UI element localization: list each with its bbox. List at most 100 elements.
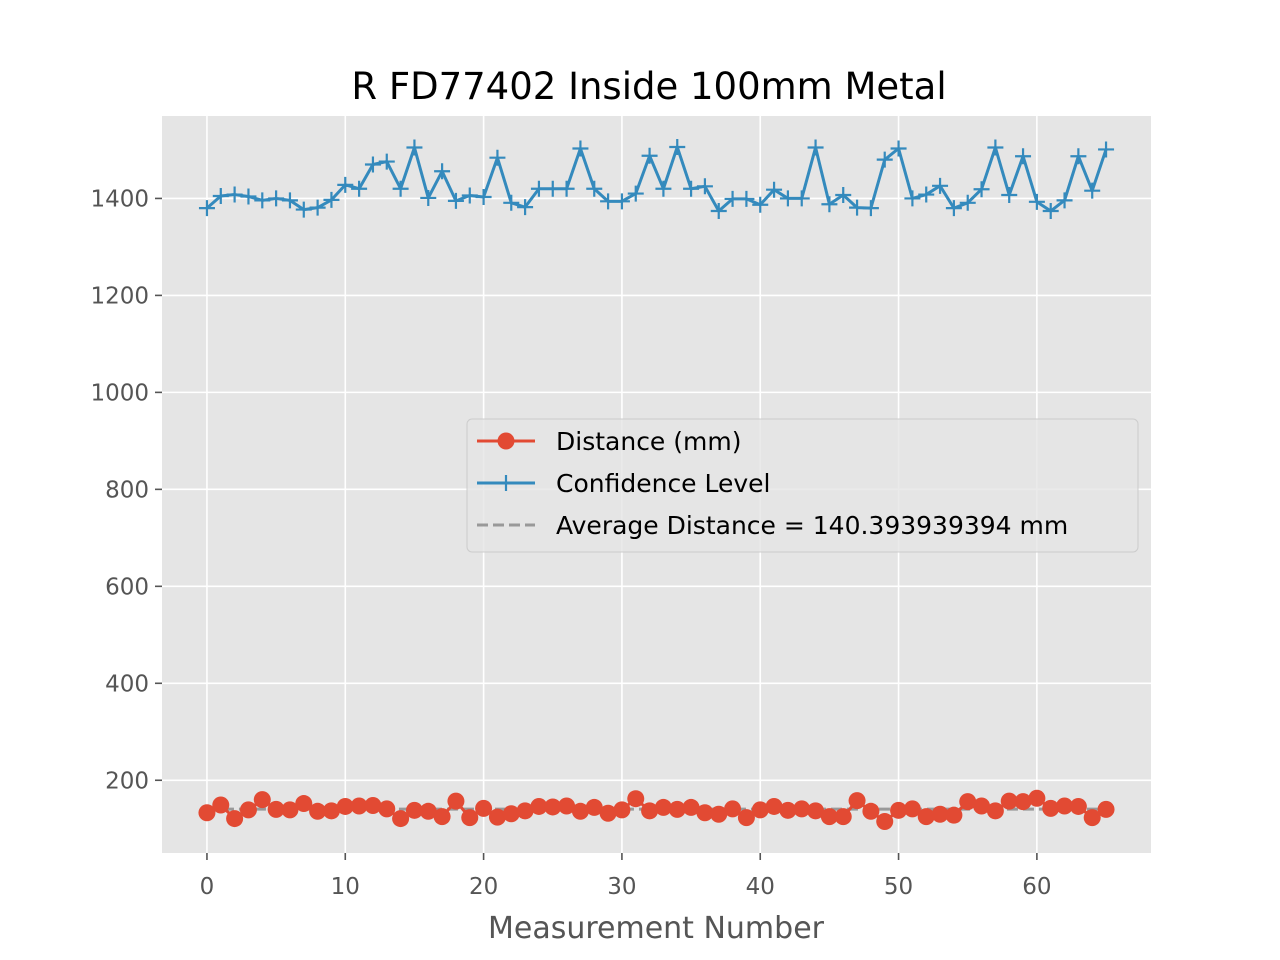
data-point: [406, 139, 423, 156]
data-point: [766, 181, 783, 198]
data-point: [917, 808, 935, 826]
data-point: [281, 801, 299, 819]
data-point: [1056, 192, 1073, 209]
data-point: [1001, 187, 1018, 204]
data-point: [903, 800, 921, 818]
data-point: [738, 190, 755, 207]
data-point: [959, 194, 976, 211]
legend-label: Average Distance = 140.393939394 mm: [556, 511, 1068, 540]
data-point: [683, 180, 700, 197]
x-tick-label: 20: [469, 874, 498, 900]
data-point: [627, 790, 645, 808]
legend-marker: [498, 475, 514, 491]
legend-label: Confidence Level: [556, 469, 771, 498]
x-tick-label: 50: [884, 874, 913, 900]
data-point: [890, 140, 907, 157]
data-point: [212, 796, 230, 814]
data-point: [253, 791, 271, 809]
data-point: [807, 139, 824, 156]
data-point: [572, 140, 589, 157]
data-point: [890, 801, 908, 819]
data-point: [364, 796, 382, 814]
data-point: [931, 805, 949, 823]
data-point: [295, 201, 312, 218]
data-point: [530, 797, 548, 815]
data-point: [530, 180, 547, 197]
x-tick-label: 10: [331, 874, 360, 900]
y-tick-label: 1400: [90, 186, 149, 212]
data-point: [240, 188, 257, 205]
data-point: [364, 156, 381, 173]
data-point: [1042, 799, 1060, 817]
data-point: [959, 793, 977, 811]
data-point: [1014, 793, 1032, 811]
data-point: [585, 798, 603, 816]
data-point: [517, 199, 534, 216]
data-point: [420, 189, 437, 206]
data-point: [350, 797, 368, 815]
chart-title: R FD77402 Inside 100mm Metal: [351, 65, 946, 108]
y-tick-label: 600: [105, 574, 149, 600]
data-point: [392, 180, 409, 197]
data-point: [378, 800, 396, 818]
data-point: [309, 802, 327, 820]
data-point: [932, 177, 949, 194]
data-point: [198, 200, 215, 217]
data-point: [502, 805, 520, 823]
data-point: [627, 185, 644, 202]
data-point: [904, 190, 921, 207]
data-point: [945, 806, 963, 824]
data-point: [835, 187, 852, 204]
data-point: [489, 149, 506, 166]
x-tick-label: 30: [607, 874, 636, 900]
data-point: [918, 186, 935, 203]
data-point: [586, 180, 603, 197]
data-point: [254, 192, 271, 209]
data-point: [544, 798, 562, 816]
x-axis-label: Measurement Number: [488, 911, 825, 946]
data-point: [461, 187, 478, 204]
data-point: [558, 180, 575, 197]
data-point: [239, 801, 257, 819]
data-point: [696, 178, 713, 195]
data-point: [268, 190, 285, 207]
data-point: [641, 147, 658, 164]
data-point: [765, 797, 783, 815]
y-axis-ticks: 200 400 600 800 1000 1200 1400: [90, 186, 162, 794]
data-point: [433, 808, 451, 826]
data-point: [1098, 141, 1115, 158]
data-point: [1028, 193, 1045, 210]
y-tick-label: 1000: [90, 380, 149, 406]
data-point: [696, 804, 714, 822]
data-point: [849, 199, 866, 216]
data-point: [447, 792, 465, 810]
data-point: [1042, 203, 1059, 220]
data-point: [876, 812, 894, 830]
data-point: [848, 792, 866, 810]
data-point: [600, 193, 617, 210]
data-point: [419, 802, 437, 820]
x-tick-label: 60: [1022, 874, 1051, 900]
data-point: [322, 802, 340, 820]
data-point: [876, 151, 893, 168]
x-tick-label: 0: [200, 874, 215, 900]
data-point: [1015, 148, 1032, 165]
data-point: [434, 163, 451, 180]
data-point: [973, 797, 991, 815]
data-point: [613, 801, 631, 819]
data-point: [558, 797, 576, 815]
data-point: [779, 190, 796, 207]
data-point: [668, 800, 686, 818]
data-point: [295, 795, 313, 813]
data-point: [655, 180, 672, 197]
data-point: [793, 800, 811, 818]
data-point: [779, 801, 797, 819]
data-point: [613, 193, 630, 210]
data-point: [752, 196, 769, 213]
data-point: [323, 191, 340, 208]
data-point: [1070, 148, 1087, 165]
data-point: [641, 802, 659, 820]
data-point: [821, 196, 838, 213]
data-point: [475, 188, 492, 205]
